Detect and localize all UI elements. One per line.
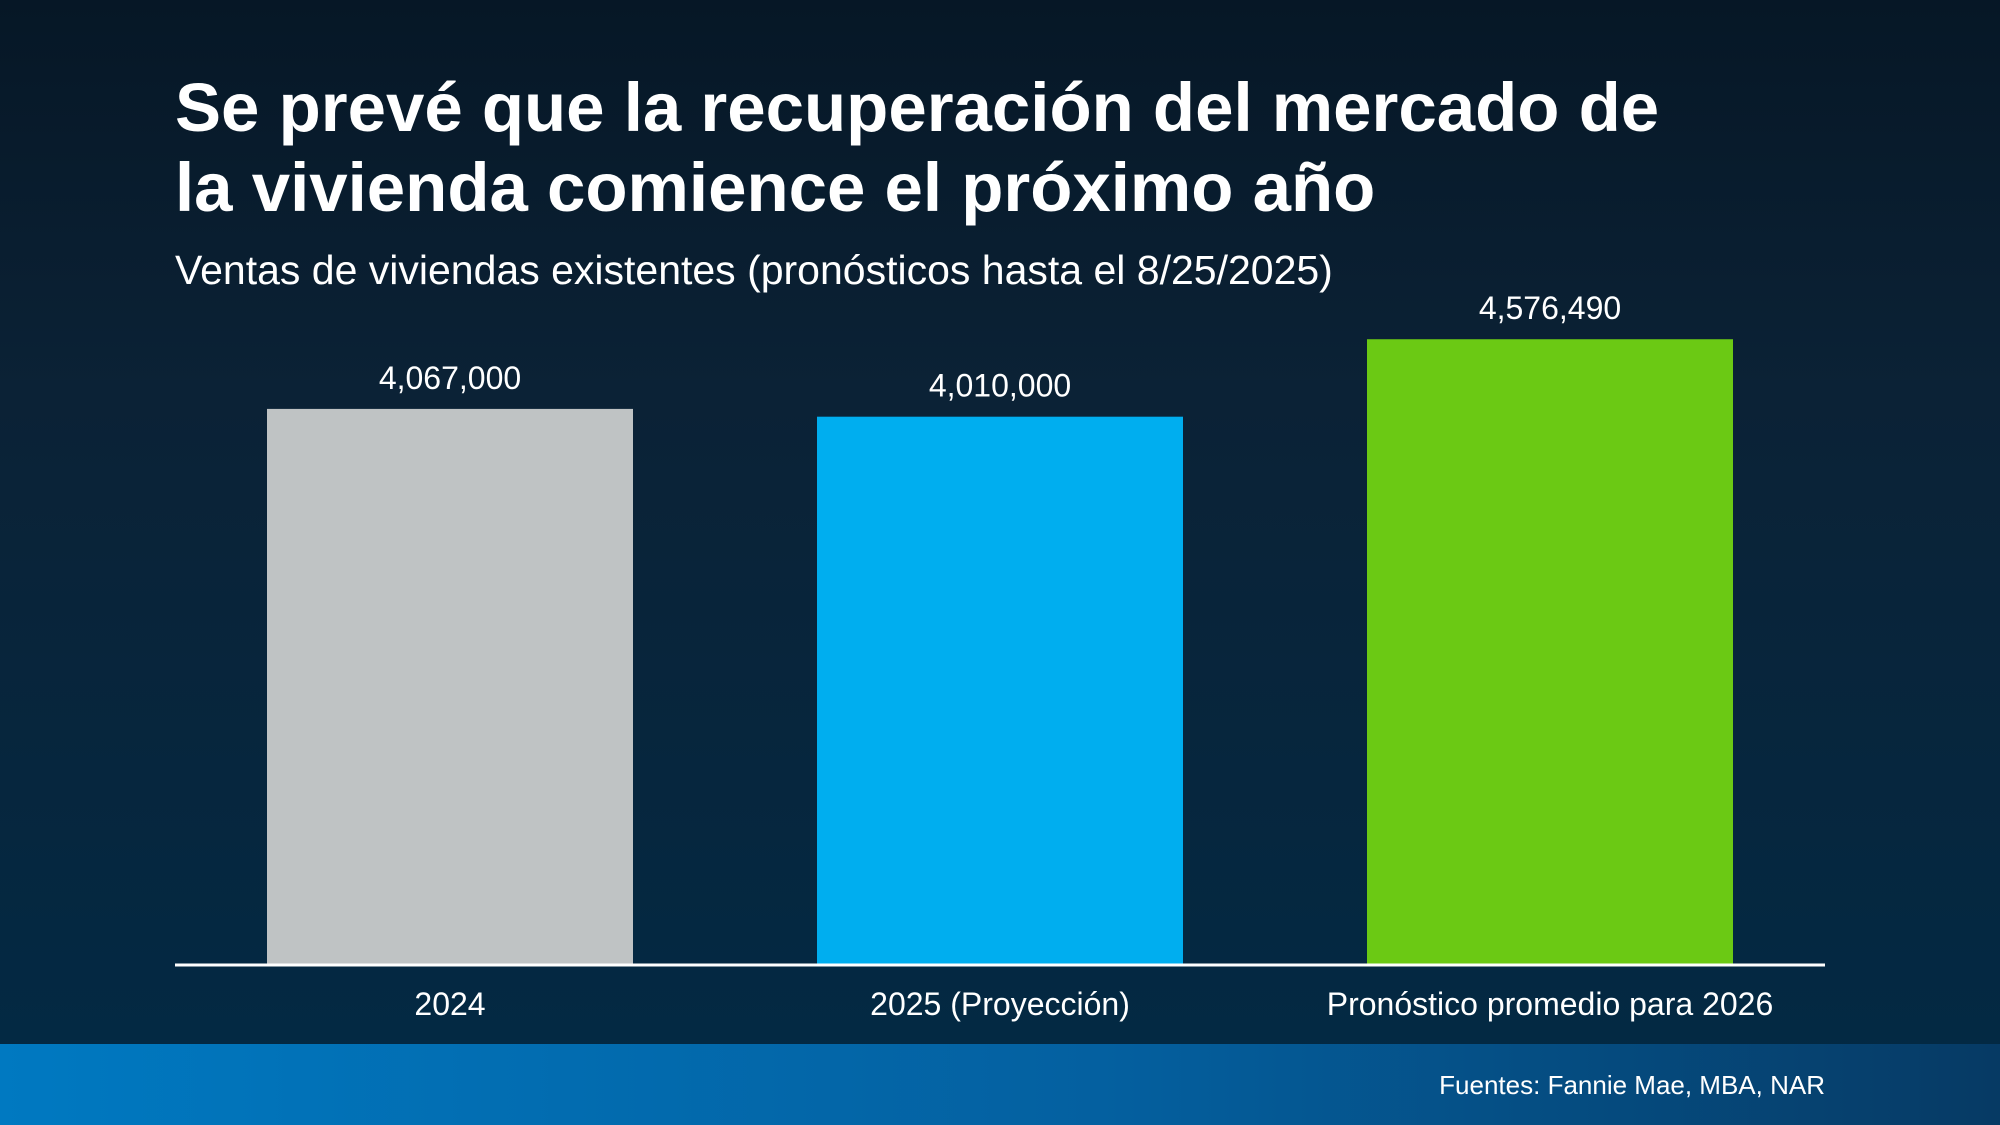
chart-title-line-2: la vivienda comience el próximo año: [175, 149, 1376, 226]
category-label-1: 2024: [414, 986, 485, 1022]
bar-value-label-3: 4,576,490: [1479, 290, 1621, 326]
category-label-2: 2025 (Proyección): [870, 986, 1130, 1022]
bar-chart: 4,067,000 2024 4,010,000 2025 (Proyección) 4…: [267, 290, 1774, 1022]
bar-1: [267, 408, 633, 965]
bar-2: [817, 416, 1183, 966]
bar-value-label-1: 4,067,000: [379, 360, 521, 396]
bar-3: [1367, 339, 1733, 965]
bar-value-label-2: 4,010,000: [929, 368, 1071, 404]
category-label-3: Pronóstico promedio para 2026: [1327, 986, 1774, 1022]
chart-title: Se prevé que la recuperación del mercado…: [175, 68, 1875, 228]
chart-subtitle: Ventas de viviendas existentes (pronósti…: [175, 247, 1333, 293]
source-note: Fuentes: Fannie Mae, MBA, NAR: [1439, 1070, 1825, 1100]
chart-title-line-1: Se prevé que la recuperación del mercado…: [175, 69, 1660, 146]
footer-band: Fuentes: Fannie Mae, MBA, NAR: [0, 1044, 2000, 1125]
